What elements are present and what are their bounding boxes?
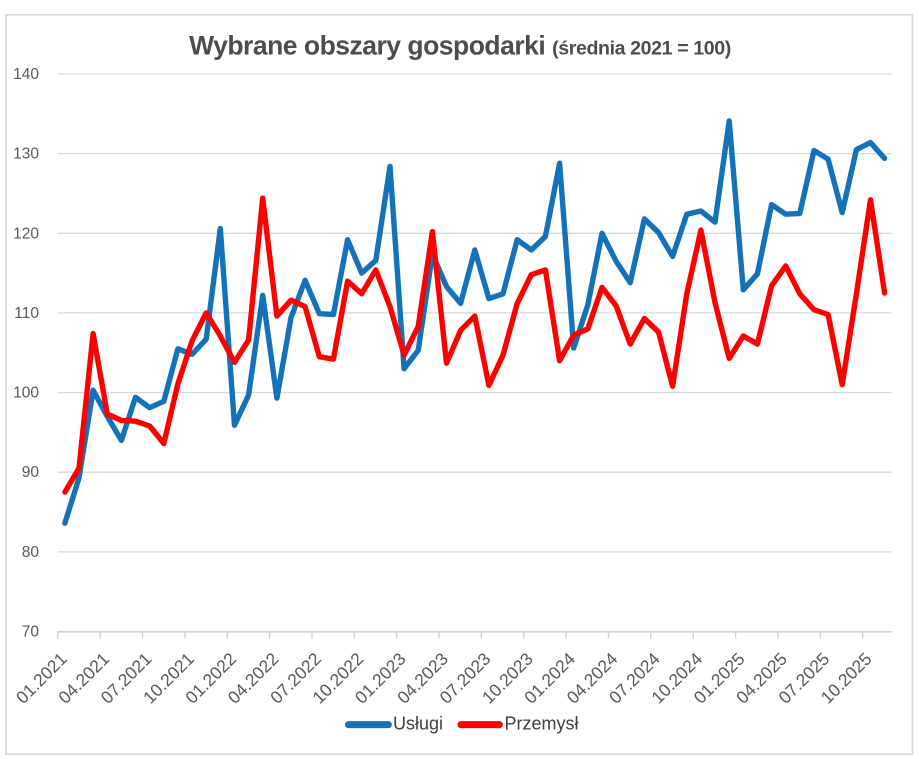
- svg-text:110: 110: [14, 305, 39, 322]
- svg-text:Usługi: Usługi: [393, 713, 443, 733]
- svg-text:140: 140: [13, 66, 39, 83]
- svg-text:80: 80: [22, 544, 40, 561]
- svg-text:70: 70: [22, 624, 40, 641]
- svg-text:90: 90: [22, 464, 40, 481]
- svg-text:120: 120: [13, 225, 39, 242]
- svg-text:Wybrane obszary gospodarki (śr: Wybrane obszary gospodarki (średnia 2021…: [189, 31, 731, 61]
- svg-text:Przemysł: Przemysł: [505, 713, 579, 733]
- svg-text:100: 100: [13, 385, 39, 402]
- svg-text:130: 130: [13, 146, 39, 163]
